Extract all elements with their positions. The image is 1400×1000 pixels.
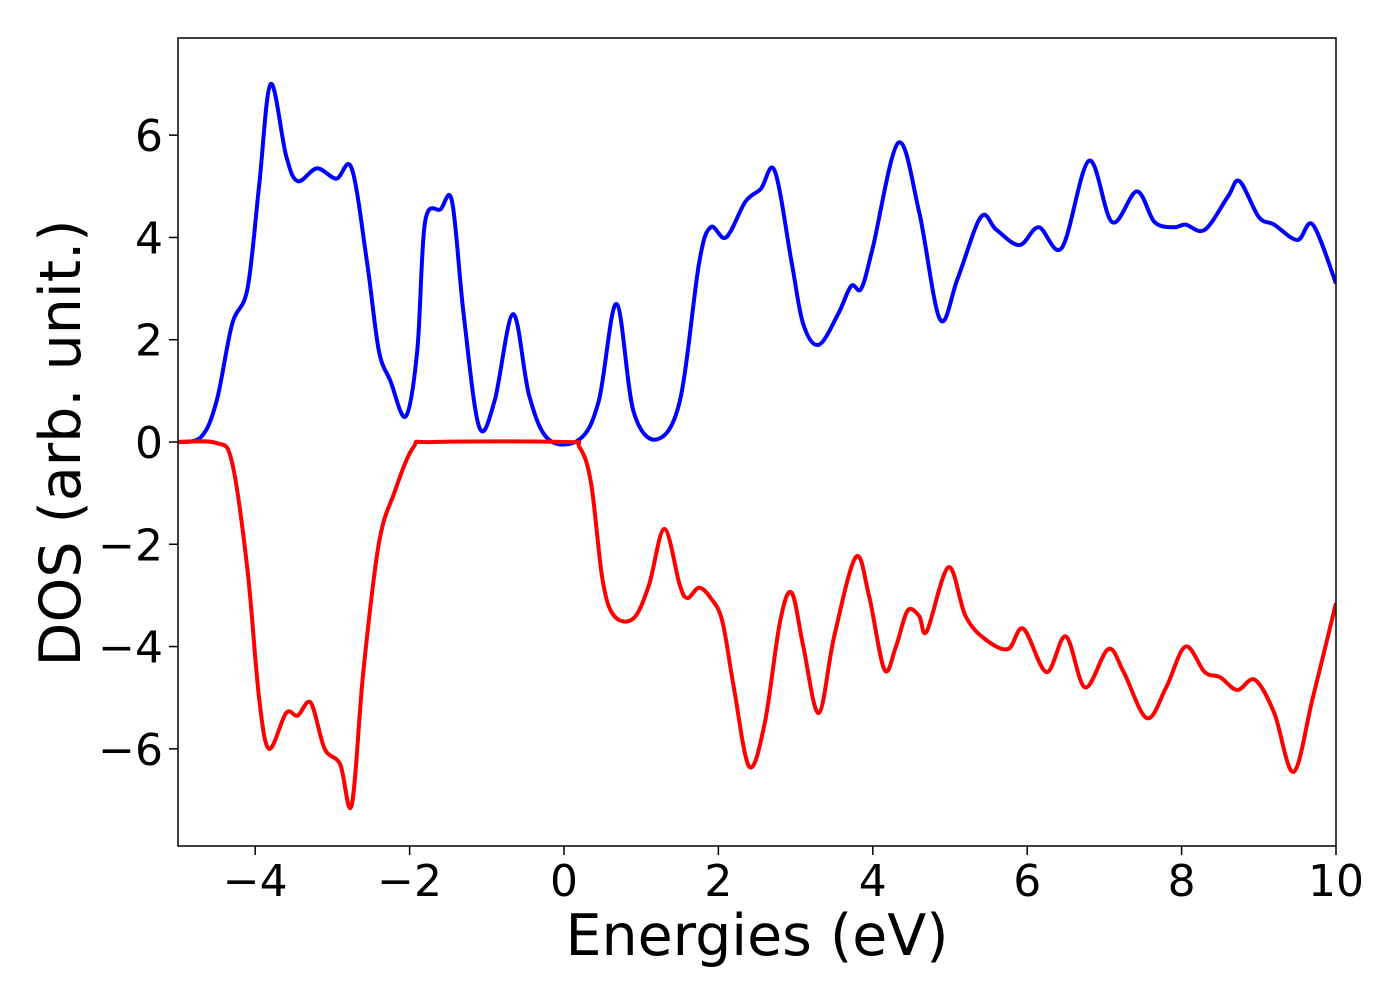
y-tick-label: 4 xyxy=(135,213,163,264)
x-tick-label: −2 xyxy=(377,856,442,907)
x-tick-label: 2 xyxy=(704,856,732,907)
x-tick-label: 6 xyxy=(1013,856,1041,907)
y-tick-label: −4 xyxy=(98,623,163,674)
x-tick-label: 0 xyxy=(550,856,578,907)
y-tick-label: −6 xyxy=(98,725,163,776)
x-tick-label: 10 xyxy=(1308,856,1364,907)
y-axis-label: DOS (arb. unit.) xyxy=(28,220,94,667)
x-tick-label: −4 xyxy=(223,856,288,907)
plot-frame xyxy=(177,37,1337,847)
y-tick-label: 2 xyxy=(135,316,163,367)
dos-line xyxy=(178,439,1336,811)
y-tick-label: 0 xyxy=(135,418,163,469)
x-tick-label: 8 xyxy=(1168,856,1196,907)
y-tick-label: −2 xyxy=(98,520,163,571)
dos-line xyxy=(178,82,1336,447)
x-tick-label: 4 xyxy=(859,856,887,907)
x-axis-label: Energies (eV) xyxy=(565,903,948,969)
y-tick-label: 6 xyxy=(135,111,163,162)
